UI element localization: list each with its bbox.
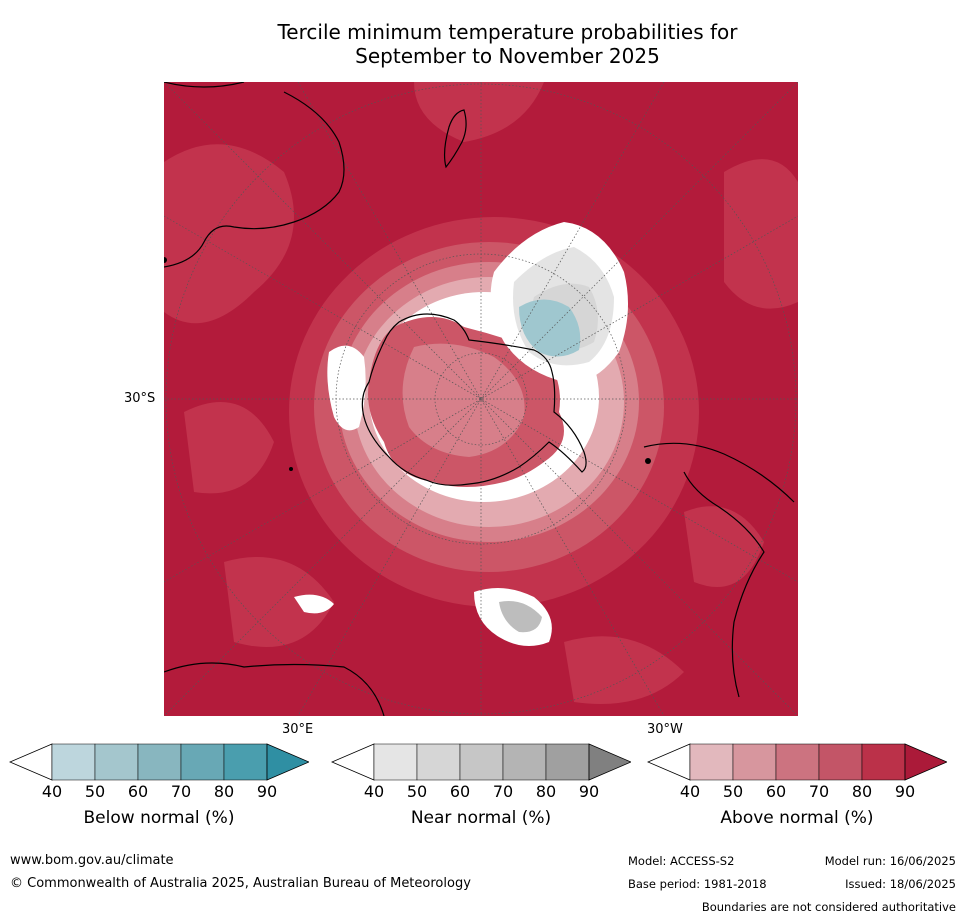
colorbar-title: Below normal (%)	[83, 808, 235, 828]
colorbar-above-normal-bar	[647, 743, 947, 781]
tick-label: 90	[578, 782, 600, 801]
colorbar-extend-left	[647, 743, 691, 781]
colorbar-segment	[775, 743, 820, 781]
map-title: Tercile minimum temperature probabilitie…	[190, 20, 825, 68]
colorbar-segment	[416, 743, 461, 781]
website-link[interactable]: www.bom.gov.au/climate	[10, 853, 174, 868]
model-name: Model: ACCESS-S2	[628, 854, 735, 868]
model-run-date: Model run: 16/06/2025	[824, 854, 956, 868]
colorbar-near-normal-ticks: 40 50 60 70 80 90	[331, 782, 631, 802]
colorbar-title: Above normal (%)	[720, 808, 874, 828]
below-normal-region	[519, 299, 581, 357]
tick-label: 90	[894, 782, 916, 801]
tick-label: 50	[722, 782, 744, 801]
colorbar-extend-right	[266, 743, 309, 781]
tick-label: 70	[492, 782, 514, 801]
graticule	[164, 82, 798, 716]
colorbar-segment	[732, 743, 777, 781]
tick-label: 80	[851, 782, 873, 801]
longitude-label-30e: 30°E	[282, 722, 314, 737]
islands	[164, 257, 651, 471]
tick-label: 50	[406, 782, 428, 801]
colorbar-segment	[861, 743, 906, 781]
tick-label: 40	[363, 782, 385, 801]
colorbar-segment	[94, 743, 139, 781]
colorbar-segment	[545, 743, 590, 781]
colorbar-segment	[180, 743, 225, 781]
colorbar-extend-left	[9, 743, 53, 781]
colorbar-segment	[502, 743, 547, 781]
colorbar-segment	[137, 743, 182, 781]
tick-label: 70	[808, 782, 830, 801]
title-line-1: Tercile minimum temperature probabilitie…	[277, 20, 738, 44]
colorbar-below-normal-ticks: 40 50 60 70 80 90	[9, 782, 309, 802]
colorbar-above-normal: 40 50 60 70 80 90 Above normal (%)	[647, 742, 947, 852]
copyright-notice: © Commonwealth of Australia 2025, Austra…	[10, 876, 471, 891]
title-line-2: September to November 2025	[355, 44, 660, 68]
antarctica-core	[402, 343, 525, 457]
longitude-label-30w: 30°W	[647, 722, 683, 737]
map-canvas	[164, 82, 798, 716]
tick-label: 40	[679, 782, 701, 801]
colorbar-below-normal: 40 50 60 70 80 90 Below normal (%)	[9, 742, 309, 852]
tick-label: 60	[127, 782, 149, 801]
colorbar-above-normal-ticks: 40 50 60 70 80 90	[647, 782, 947, 802]
tick-label: 50	[84, 782, 106, 801]
base-period: Base period: 1981-2018	[628, 877, 767, 891]
colorbar-segment	[223, 743, 268, 781]
tick-label: 70	[170, 782, 192, 801]
colorbar-extend-right	[904, 743, 947, 781]
tick-label: 60	[765, 782, 787, 801]
colorbar-segment	[373, 743, 418, 781]
coastlines	[164, 82, 795, 716]
colorbar-segment	[689, 743, 734, 781]
colorbar-extend-left	[331, 743, 375, 781]
probability-map[interactable]	[164, 82, 798, 716]
colorbar-segment	[51, 743, 96, 781]
tick-label: 40	[41, 782, 63, 801]
tick-label: 90	[256, 782, 278, 801]
near-normal-patch-west	[327, 345, 366, 431]
colorbar-segment	[818, 743, 863, 781]
latitude-label-30s: 30°S	[124, 391, 156, 406]
colorbar-below-normal-bar	[9, 743, 309, 781]
colorbar-extend-right	[588, 743, 631, 781]
issued-date: Issued: 18/06/2025	[845, 877, 956, 891]
colorbar-near-normal-bar	[331, 743, 631, 781]
near-normal-patch-south	[294, 588, 552, 646]
colorbar-title: Near normal (%)	[410, 808, 552, 828]
tick-label: 60	[449, 782, 471, 801]
colorbar-near-normal: 40 50 60 70 80 90 Near normal (%)	[331, 742, 631, 852]
tick-label: 80	[535, 782, 557, 801]
tick-label: 80	[213, 782, 235, 801]
colorbar-segment	[459, 743, 504, 781]
boundaries-disclaimer: Boundaries are not considered authoritat…	[701, 900, 956, 914]
